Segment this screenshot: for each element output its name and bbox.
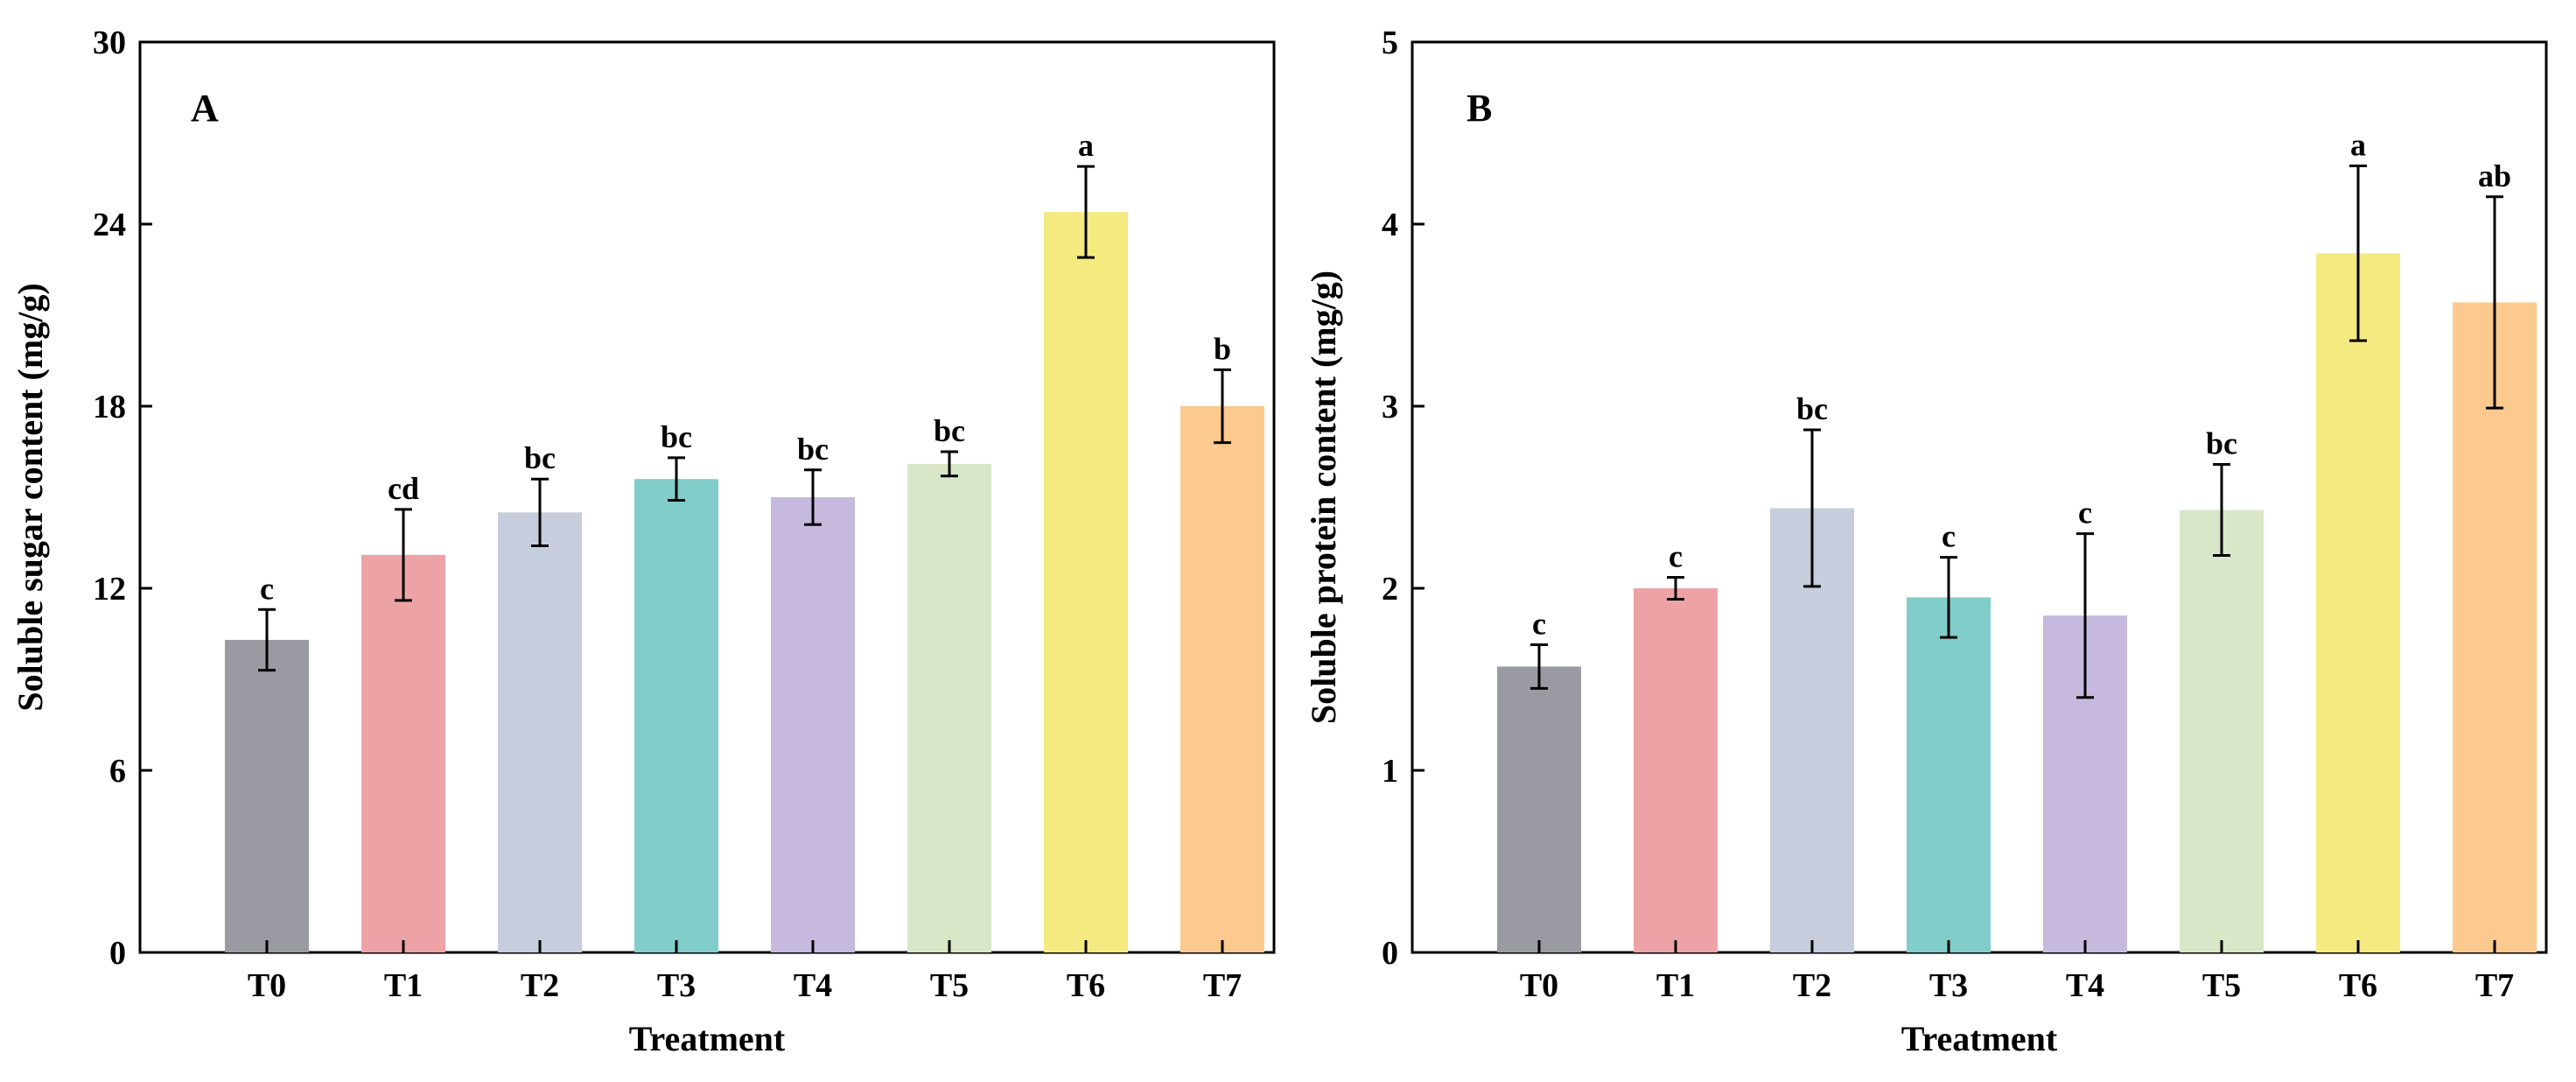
x-tick-label: T5 (2202, 967, 2241, 1004)
significance-label: ab (2478, 158, 2511, 193)
bar-t0 (225, 639, 309, 952)
bar-t3 (1907, 597, 1991, 952)
significance-label: c (1532, 606, 1546, 641)
significance-label: cd (388, 471, 419, 506)
x-tick-label: T3 (1929, 967, 1968, 1004)
x-tick-label: T6 (1067, 967, 1105, 1004)
y-tick-label: 4 (1382, 207, 1398, 243)
x-tick-label: T7 (2475, 967, 2514, 1004)
x-axis-title: Treatment (629, 1019, 786, 1058)
y-tick-label: 30 (93, 25, 126, 61)
y-tick-label: 12 (93, 571, 126, 608)
bar-t2 (498, 512, 582, 952)
bars: T0 c T1 cd T2 bc T3 bc T4 bc T5 bc T6 a T7 b (225, 128, 1264, 1004)
x-tick-label: T0 (248, 967, 286, 1004)
x-tick-label: T2 (1793, 967, 1831, 1004)
significance-label: c (260, 571, 274, 606)
x-tick-label: T6 (2339, 967, 2377, 1004)
x-tick-label: T4 (2066, 967, 2104, 1004)
panel-a: A Treatment Soluble sugar content (mg/g)… (10, 25, 1276, 1058)
panel-label: B (1466, 87, 1492, 130)
significance-label: bc (934, 413, 965, 448)
x-tick-label: T0 (1520, 967, 1558, 1004)
bar-t0 (1497, 666, 1581, 952)
significance-label: bc (524, 440, 556, 475)
significance-label: bc (661, 419, 692, 454)
significance-label: c (2078, 495, 2092, 530)
y-tick-label: 2 (1382, 571, 1398, 608)
significance-label: c (1942, 519, 1956, 554)
panel-label: A (191, 87, 219, 130)
y-axis-title: Soluble protein content (mg/g) (1304, 270, 1343, 724)
significance-label: a (2350, 127, 2366, 162)
y-tick-label: 24 (93, 207, 126, 243)
x-tick-label: T3 (657, 967, 696, 1004)
y-tick-label: 0 (1382, 935, 1398, 972)
y-tick-label: 1 (1382, 753, 1398, 790)
x-tick-label: T2 (521, 967, 559, 1004)
bar-t1 (361, 554, 445, 952)
y-tick-label: 6 (109, 753, 126, 790)
y-tick-label: 5 (1382, 25, 1398, 61)
significance-label: bc (797, 432, 829, 467)
bar-t5 (907, 463, 991, 952)
panel-b: B Treatment Soluble protein content (mg/… (1304, 25, 2548, 1058)
x-tick-label: T1 (384, 967, 423, 1004)
x-tick-label: T7 (1203, 967, 1242, 1004)
bar-t6 (1044, 212, 1128, 953)
significance-label: bc (1796, 391, 1828, 426)
bar-t7 (2453, 302, 2537, 952)
bar-t4 (771, 497, 855, 952)
significance-label: bc (2206, 426, 2237, 461)
x-tick-label: T4 (794, 967, 832, 1004)
y-tick-label: 18 (93, 389, 126, 425)
bar-t6 (2316, 253, 2400, 952)
bar-t7 (1180, 406, 1264, 952)
significance-label: c (1669, 539, 1683, 574)
significance-label: b (1214, 331, 1231, 366)
y-ticks: 0 1 2 3 4 5 (1382, 25, 1424, 972)
x-axis-title: Treatment (1901, 1019, 2058, 1058)
y-tick-label: 0 (109, 935, 126, 972)
y-ticks: 0 6 12 18 24 30 (93, 25, 152, 972)
bar-t1 (1634, 588, 1718, 952)
bar-t3 (634, 479, 718, 952)
x-tick-label: T1 (1656, 967, 1695, 1004)
bars: T0 c T1 c T2 bc T3 c T4 c T5 bc T6 a T7 ab (1497, 127, 2537, 1004)
significance-label: a (1078, 128, 1094, 163)
bar-t5 (2180, 509, 2264, 952)
y-tick-label: 3 (1382, 389, 1398, 425)
x-tick-label: T5 (930, 967, 969, 1004)
y-axis-title: Soluble sugar content (mg/g) (10, 283, 50, 711)
